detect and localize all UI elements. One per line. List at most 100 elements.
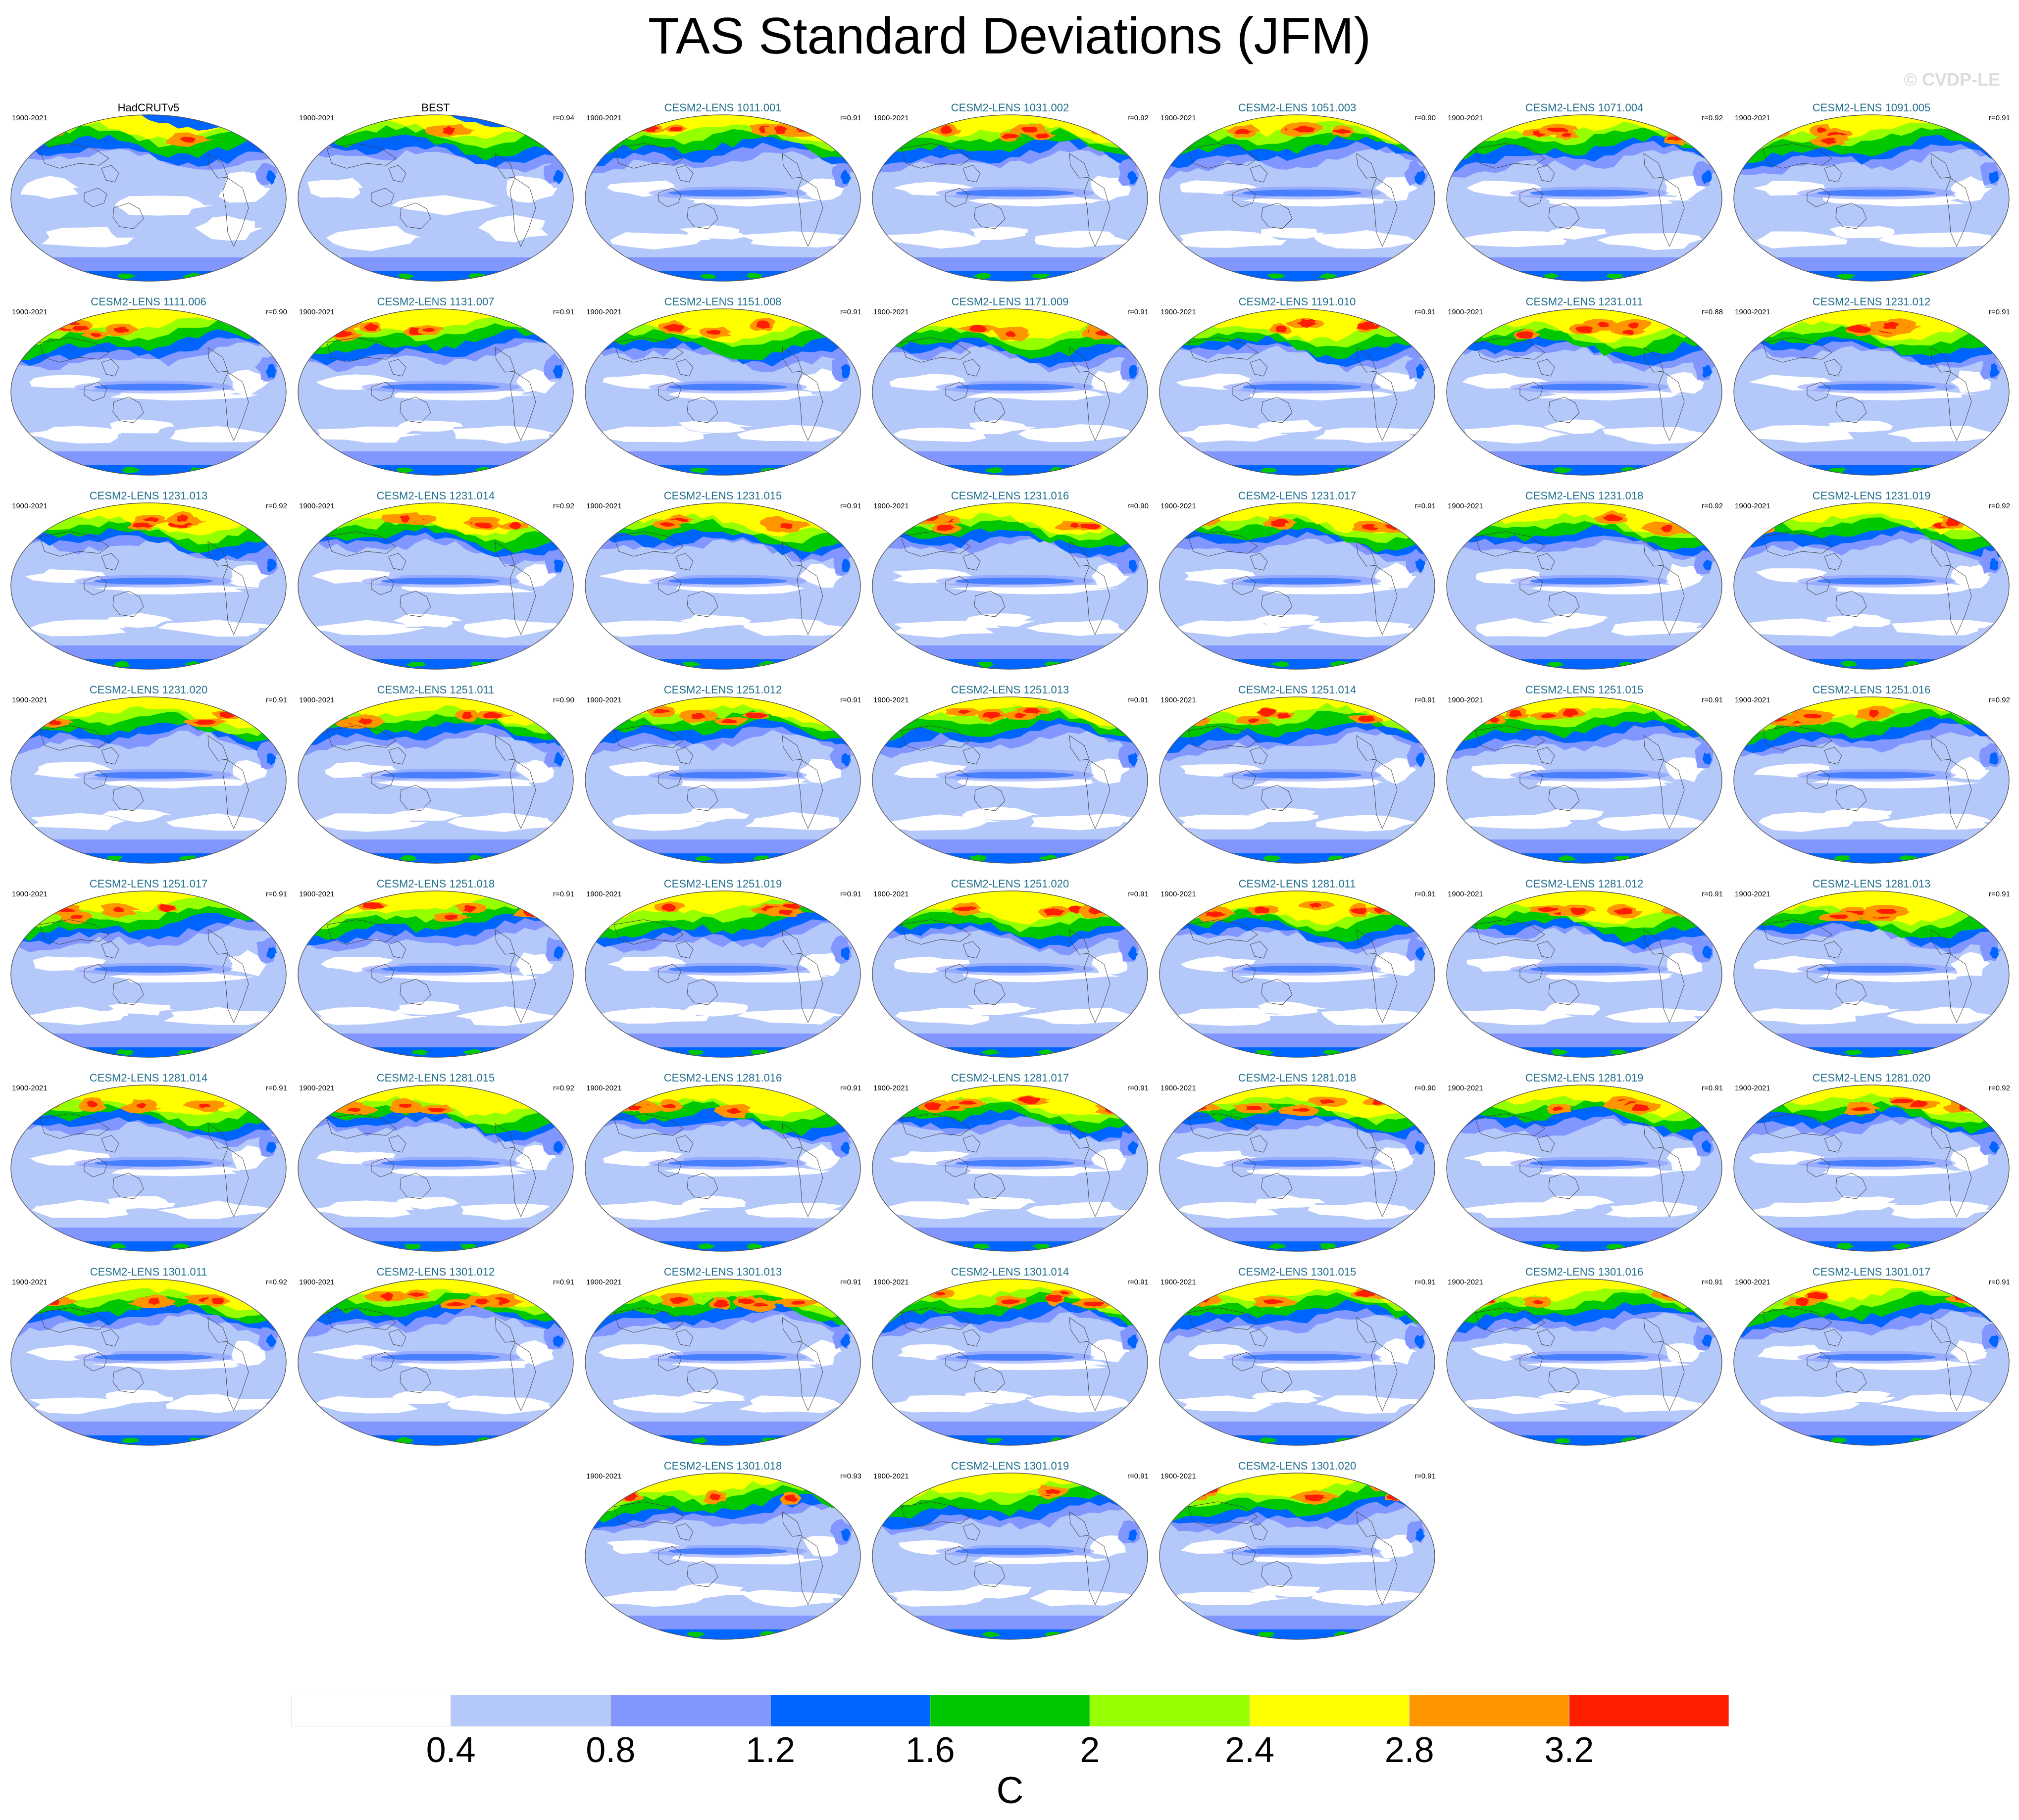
panel-title: CESM2-LENS 1131.007 xyxy=(377,295,495,308)
world-map xyxy=(10,1084,287,1252)
panel-correlation: r=0.91 xyxy=(1414,308,1436,316)
panel-correlation: r=0.90 xyxy=(266,308,287,316)
colorbar-tick-label: 2.8 xyxy=(1384,1730,1434,1770)
panel-correlation: r=0.91 xyxy=(266,696,287,704)
panel-correlation: r=0.90 xyxy=(1127,502,1149,510)
panel-period: 1900-2021 xyxy=(299,1278,335,1286)
panel-title: CESM2-LENS 1071.004 xyxy=(1525,101,1644,114)
map-panel: CESM2-LENS 1301.014 1900-2021 r=0.91 xyxy=(866,1266,1154,1454)
map-panel: CESM2-LENS 1231.014 1900-2021 r=0.92 xyxy=(292,490,579,678)
panel-title: HadCRUTv5 xyxy=(117,101,180,114)
panel-period: 1900-2021 xyxy=(1161,308,1196,316)
colorbar-units: C xyxy=(996,1770,1024,1812)
panel-period: 1900-2021 xyxy=(12,114,48,122)
panel-period: 1900-2021 xyxy=(586,696,622,704)
panel-period: 1900-2021 xyxy=(873,696,909,704)
panel-period: 1900-2021 xyxy=(12,890,48,898)
panel-period: 1900-2021 xyxy=(299,114,335,122)
panel-correlation: r=0.91 xyxy=(840,890,861,898)
map-panel: CESM2-LENS 1231.018 1900-2021 r=0.92 xyxy=(1441,490,1728,678)
world-map xyxy=(872,114,1148,282)
panel-period: 1900-2021 xyxy=(586,1278,622,1286)
map-panel: CESM2-LENS 1051.003 1900-2021 r=0.90 xyxy=(1154,102,1441,290)
world-map xyxy=(872,1473,1148,1640)
panel-title: CESM2-LENS 1031.002 xyxy=(951,101,1069,114)
world-map xyxy=(585,1084,861,1252)
panel-title: CESM2-LENS 1251.015 xyxy=(1525,684,1644,696)
world-map xyxy=(1733,114,2010,282)
panel-title: CESM2-LENS 1281.019 xyxy=(1525,1072,1644,1084)
figure-title: TAS Standard Deviations (JFM) xyxy=(648,7,1371,65)
map-panel: CESM2-LENS 1281.015 1900-2021 r=0.92 xyxy=(292,1072,579,1260)
world-map xyxy=(872,696,1148,864)
world-map xyxy=(1446,1279,1722,1446)
map-panel: CESM2-LENS 1111.006 1900-2021 r=0.90 xyxy=(5,296,292,484)
colorbar-swatch xyxy=(770,1695,931,1726)
panel-title: CESM2-LENS 1301.015 xyxy=(1238,1266,1357,1278)
map-panel: CESM2-LENS 1251.017 1900-2021 r=0.91 xyxy=(5,878,292,1066)
panel-period: 1900-2021 xyxy=(873,1084,909,1092)
world-map xyxy=(1159,890,1435,1058)
world-map xyxy=(585,890,861,1058)
map-panel: CESM2-LENS 1231.011 1900-2021 r=0.88 xyxy=(1441,296,1728,484)
panel-title: CESM2-LENS 1281.016 xyxy=(663,1072,782,1084)
map-panel: BEST 1900-2021 r=0.94 xyxy=(292,102,579,290)
panel-correlation: r=0.91 xyxy=(553,308,574,316)
panel-title: CESM2-LENS 1231.014 xyxy=(376,490,495,502)
panel-title: CESM2-LENS 1301.013 xyxy=(663,1266,782,1278)
map-panel: CESM2-LENS 1031.002 1900-2021 r=0.92 xyxy=(866,102,1154,290)
world-map xyxy=(872,1084,1148,1252)
world-map xyxy=(872,890,1148,1058)
watermark: © CVDP-LE xyxy=(1904,69,2000,90)
panel-period: 1900-2021 xyxy=(586,1084,622,1092)
panel-title: CESM2-LENS 1191.010 xyxy=(1238,295,1356,308)
world-map xyxy=(1159,308,1435,476)
panel-period: 1900-2021 xyxy=(586,1472,622,1480)
panel-correlation: r=0.91 xyxy=(1414,890,1436,898)
panel-period: 1900-2021 xyxy=(873,308,909,316)
map-panel: CESM2-LENS 1281.018 1900-2021 r=0.90 xyxy=(1154,1072,1441,1260)
world-map xyxy=(1159,1473,1435,1640)
panel-title: CESM2-LENS 1301.016 xyxy=(1525,1266,1644,1278)
panel-title: CESM2-LENS 1231.016 xyxy=(951,490,1069,502)
world-map xyxy=(10,696,287,864)
panel-title: CESM2-LENS 1231.015 xyxy=(663,490,782,502)
world-map xyxy=(1446,890,1722,1058)
world-map xyxy=(298,890,574,1058)
world-map xyxy=(1733,308,2010,476)
map-panel: CESM2-LENS 1281.017 1900-2021 r=0.91 xyxy=(866,1072,1154,1260)
map-panel: CESM2-LENS 1231.019 1900-2021 r=0.92 xyxy=(1728,490,2015,678)
colorbar-swatch xyxy=(1409,1695,1569,1726)
map-panel: CESM2-LENS 1301.012 1900-2021 r=0.91 xyxy=(292,1266,579,1454)
map-panel: HadCRUTv5 1900-2021 xyxy=(5,102,292,290)
colorbar-swatch xyxy=(1089,1695,1250,1726)
panel-title: CESM2-LENS 1231.012 xyxy=(1812,295,1931,308)
panel-title: CESM2-LENS 1231.017 xyxy=(1238,490,1357,502)
panel-period: 1900-2021 xyxy=(1735,890,1770,898)
colorbar-tick-label: 0.4 xyxy=(426,1730,476,1770)
world-map xyxy=(10,1279,287,1446)
world-map xyxy=(10,114,287,282)
colorbar-swatch xyxy=(291,1695,452,1726)
panel-correlation: r=0.90 xyxy=(1414,114,1436,122)
map-panel: CESM2-LENS 1231.013 1900-2021 r=0.92 xyxy=(5,490,292,678)
panel-correlation: r=0.90 xyxy=(553,696,574,704)
panel-period: 1900-2021 xyxy=(1161,696,1196,704)
panel-correlation: r=0.91 xyxy=(1989,308,2010,316)
panel-period: 1900-2021 xyxy=(1448,114,1483,122)
panel-period: 1900-2021 xyxy=(1161,114,1196,122)
colorbar-swatch xyxy=(1249,1695,1410,1726)
world-map xyxy=(872,308,1148,476)
world-map xyxy=(585,502,861,670)
panel-period: 1900-2021 xyxy=(12,308,48,316)
panel-title: CESM2-LENS 1301.020 xyxy=(1238,1460,1357,1472)
world-map xyxy=(1159,114,1435,282)
world-map xyxy=(585,114,861,282)
panel-title: CESM2-LENS 1051.003 xyxy=(1238,101,1357,114)
world-map xyxy=(298,696,574,864)
world-map xyxy=(1733,1084,2010,1252)
panel-period: 1900-2021 xyxy=(1161,1278,1196,1286)
panel-correlation: r=0.92 xyxy=(1127,114,1149,122)
panel-correlation: r=0.91 xyxy=(1414,502,1436,510)
map-panel: CESM2-LENS 1281.011 1900-2021 r=0.91 xyxy=(1154,878,1441,1066)
